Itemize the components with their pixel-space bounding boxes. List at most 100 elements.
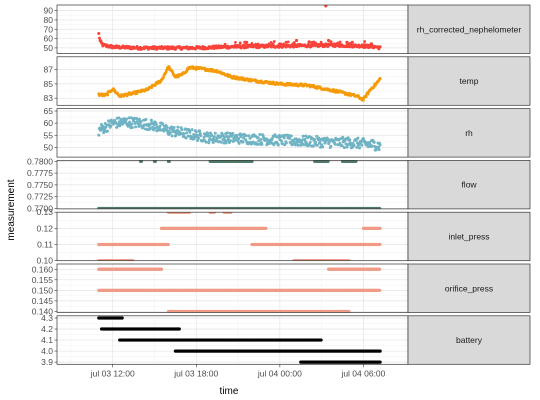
data-point (149, 118, 153, 122)
data-point (270, 136, 274, 140)
data-point (186, 134, 190, 138)
y-tick-label: 87 (44, 65, 54, 75)
data-point (311, 144, 315, 148)
x-axis-title: time (220, 386, 239, 397)
data-point (222, 141, 226, 145)
data-point (294, 38, 299, 43)
data-point (269, 40, 273, 44)
data-point (366, 43, 370, 47)
data-point (142, 123, 146, 127)
y-tick-label: 0.7725 (27, 192, 53, 202)
y-tick-label: 90 (44, 6, 54, 16)
data-point (128, 120, 132, 124)
data-point (327, 140, 331, 144)
facet-strip-label: flow (461, 180, 477, 190)
y-tick-label: 60 (44, 34, 54, 44)
data-point (350, 40, 354, 44)
panel-background (57, 56, 408, 106)
y-tick-label: 65 (44, 106, 54, 116)
data-point (166, 242, 170, 247)
data-point (318, 140, 322, 144)
data-point (352, 43, 356, 47)
data-point (336, 41, 340, 45)
panel-inlet_press: 0.10 0.11 0.12 0.13 inlet_press (36, 207, 531, 266)
data-point (264, 44, 268, 48)
data-point (101, 124, 105, 128)
data-point (124, 117, 128, 121)
data-point (212, 212, 216, 214)
data-point (223, 42, 227, 46)
data-point (296, 143, 300, 147)
data-point (231, 131, 235, 135)
data-point (336, 44, 339, 47)
data-point (377, 267, 382, 271)
y-tick-label: 85 (44, 79, 54, 89)
y-tick-label: 0.12 (36, 223, 53, 233)
data-point (363, 40, 367, 43)
y-tick-label: 0.160 (32, 264, 54, 274)
data-point (317, 136, 321, 140)
data-point (97, 31, 101, 35)
series-inlet_press (97, 212, 382, 261)
data-point (194, 130, 198, 134)
y-tick-label: 55 (44, 130, 54, 140)
data-point (248, 136, 252, 140)
data-point (294, 143, 298, 147)
data-point (207, 141, 211, 145)
data-point (212, 135, 216, 139)
data-point (354, 160, 358, 163)
data-point (229, 139, 233, 143)
data-point (244, 134, 248, 138)
y-tick-label: 4.0 (41, 346, 53, 356)
data-point (210, 133, 214, 137)
data-point (168, 131, 172, 135)
facet-strip (407, 56, 531, 106)
data-point (161, 122, 165, 126)
series-battery (97, 316, 382, 364)
data-point (174, 133, 178, 137)
facet-strip (407, 4, 531, 54)
data-point (198, 129, 202, 133)
data-point (304, 141, 308, 145)
data-point (211, 141, 215, 145)
y-tick-label: 60 (44, 118, 54, 128)
data-point (153, 126, 157, 130)
data-point (234, 41, 237, 44)
data-point (272, 143, 276, 147)
data-point (332, 42, 336, 46)
data-point (259, 138, 263, 142)
data-point (161, 76, 165, 80)
data-point (139, 160, 144, 163)
data-point (378, 143, 382, 147)
y-tick-label: 83 (44, 93, 54, 103)
data-point (377, 145, 381, 149)
data-point (224, 141, 228, 145)
data-point (370, 144, 374, 148)
data-point (170, 134, 174, 138)
y-tick-label: 0.10 (36, 256, 53, 266)
data-point (355, 145, 359, 149)
data-point (244, 138, 248, 142)
data-point (288, 136, 292, 140)
y-tick-label: 0.150 (32, 285, 54, 295)
data-point (167, 160, 171, 163)
data-point (321, 145, 325, 149)
data-point (97, 36, 101, 40)
data-point (377, 288, 382, 292)
data-point (272, 40, 276, 43)
data-point (369, 42, 373, 46)
data-point (304, 44, 308, 48)
data-point (339, 43, 343, 46)
data-point (287, 133, 291, 137)
data-point (282, 136, 286, 140)
panel-background (57, 264, 408, 313)
data-point (336, 143, 340, 147)
data-point (188, 130, 192, 134)
data-point (284, 141, 288, 145)
data-point (202, 135, 206, 139)
data-point (354, 138, 358, 142)
data-point (182, 132, 186, 136)
data-point (302, 143, 306, 147)
y-tick-label: 3.9 (41, 357, 53, 367)
y-tick-label: 0.7700 (27, 203, 53, 213)
